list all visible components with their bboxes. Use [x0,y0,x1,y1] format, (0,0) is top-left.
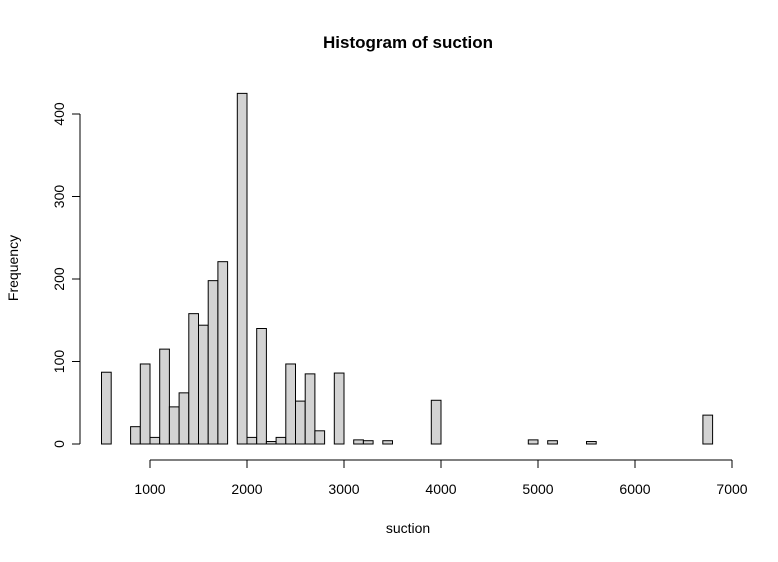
histogram-bar-2200 [265,441,277,445]
x-axis-label: suction [386,520,430,536]
histogram-bar-2300 [275,436,287,445]
histogram-bar-800 [130,426,141,445]
x-tick-label-1000: 1000 [134,481,165,497]
chart-title: Histogram of suction [323,33,493,52]
histogram-bar-1000 [149,436,161,445]
histogram-bar-4900 [527,439,539,445]
x-axis: 1000 2000 3000 4000 5000 6000 7000 [134,459,748,497]
histogram-bar-1400 [188,313,200,445]
histogram-bar-1100 [159,348,170,445]
y-tick-label-0: 0 [51,440,67,448]
histogram-bar-1700 [217,261,229,445]
histogram-bar-2600 [304,373,316,445]
histogram-bar-1900 [236,92,248,445]
y-tick-label-100: 100 [51,350,67,374]
y-axis-label: Frequency [5,235,21,301]
histogram-bar-2400 [285,363,296,445]
histogram-bar-900 [139,363,151,445]
histogram-bar-1500 [198,324,209,445]
histogram-bar-500 [101,371,112,445]
y-tick-label-400: 400 [51,102,67,126]
histogram-bar-2500 [295,400,306,445]
histogram-bar-5500 [586,441,597,445]
histogram-bar-3100 [353,439,364,445]
histogram-bar-1200 [168,406,180,445]
histogram-bar-1600 [207,280,219,445]
y-tick-label-300: 300 [51,185,67,209]
histogram-bar-3400 [382,440,393,445]
histogram-bar-6700 [702,414,714,445]
bars-layer [101,92,714,445]
y-axis: 0 100 200 300 400 [51,102,81,448]
y-tick-label-200: 200 [51,267,67,291]
x-tick-label-5000: 5000 [522,481,553,497]
x-tick-label-2000: 2000 [231,481,262,497]
histogram-bar-1300 [178,392,190,445]
x-tick-label-3000: 3000 [328,481,359,497]
histogram-bar-2100 [256,328,267,445]
histogram-bar-2900 [333,372,345,445]
x-tick-label-4000: 4000 [425,481,456,497]
histogram-bar-3900 [430,399,442,445]
x-tick-label-7000: 7000 [716,481,747,497]
histogram-bar-2000 [246,436,258,445]
histogram-bar-5100 [547,440,558,445]
histogram-bar-3200 [362,440,374,445]
x-tick-label-6000: 6000 [619,481,650,497]
histogram-bar-2700 [314,430,326,445]
